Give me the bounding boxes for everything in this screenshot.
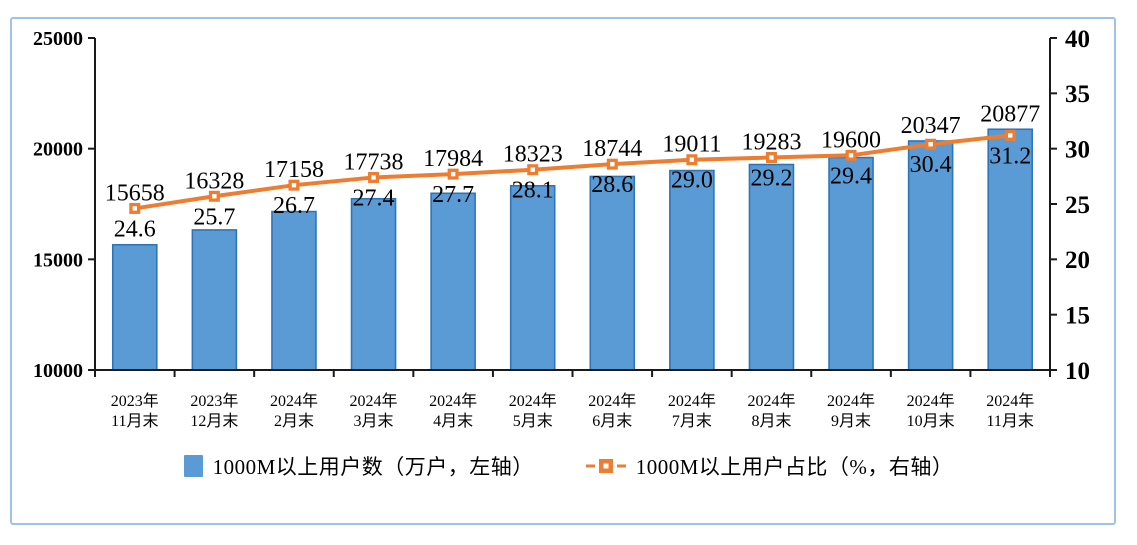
left-axis-tick-label: 20000 [33, 139, 83, 161]
left-axis-tick-label: 10000 [33, 360, 83, 382]
left-axis-ticks: 25000 20000 15000 10000 [33, 28, 95, 382]
line-series-legend-label: 1000M以上用户占比（%，右轴） [635, 455, 954, 479]
line-series-path [134, 133, 1011, 211]
line-value-label: 26.7 [273, 193, 315, 219]
bar-value-label: 20877 [980, 101, 1040, 127]
line-value-label: 29.2 [750, 166, 792, 192]
line-value-label: 28.1 [512, 178, 554, 204]
bar [589, 175, 636, 371]
x-axis-label-line1: 2024年 [986, 392, 1034, 410]
bar-value-label: 17158 [264, 157, 324, 183]
line-marker-center [291, 182, 297, 188]
left-axis-tick-label: 25000 [33, 28, 83, 50]
line-marker-center [769, 155, 774, 160]
line-series-group [129, 129, 1016, 214]
bar-value-label: 16328 [184, 168, 244, 194]
x-axis-label-line2: 11月末 [111, 412, 158, 430]
line-series-marker-icon [585, 459, 626, 473]
x-axis-label-line1: 2024年 [270, 392, 318, 410]
legend-item-bar-series: 1000M以上用户数（万户，左轴） [183, 451, 534, 481]
bar-series-legend-label: 1000M以上用户数（万户，左轴） [212, 455, 534, 479]
bar [509, 184, 556, 371]
right-axis-tick-label: 40 [1065, 26, 1090, 53]
x-axis-label-line1: 2024年 [509, 392, 557, 410]
line-marker-center [689, 157, 695, 162]
x-axis-label-line2: 11月末 [986, 412, 1033, 430]
bar-value-label: 15658 [105, 180, 165, 206]
line-marker-center [530, 167, 535, 172]
bar [191, 229, 238, 371]
x-axis-label-line1: 2024年 [747, 392, 795, 410]
bar [271, 210, 317, 371]
line-marker-center [371, 175, 376, 180]
x-axis-label-line2: 9月末 [831, 412, 871, 430]
x-axis-label-line1: 2023年 [111, 392, 159, 410]
bar-value-label: 20347 [901, 113, 961, 139]
line-value-label: 29.0 [671, 168, 713, 194]
x-axis-label-line2: 7月末 [672, 412, 712, 430]
bar [111, 243, 158, 371]
x-axis-labels: 2023年 11月末 2023年 12月末 2024年 2月末 2024年 3月末 2024年 4… [111, 392, 1034, 430]
right-axis-tick-label: 20 [1065, 247, 1090, 274]
line-value-label: 27.4 [353, 185, 395, 211]
x-axis-label-line2: 2月末 [274, 412, 314, 430]
bar [350, 197, 397, 371]
x-axis-label-line1: 2024年 [429, 392, 477, 410]
x-axis-label-line2: 12月末 [190, 412, 238, 430]
line-value-label: 31.2 [989, 143, 1031, 169]
bar-series-group [111, 128, 1034, 371]
x-axis-label-line1: 2024年 [588, 392, 636, 410]
bar [430, 192, 476, 371]
bar-value-label: 19283 [741, 130, 801, 156]
right-axis-ticks: 40 35 30 25 20 15 10 [1050, 26, 1090, 385]
line-value-label: 29.4 [830, 163, 872, 189]
right-axis-tick-label: 15 [1065, 302, 1090, 329]
axes-group [94, 38, 1051, 377]
line-marker-center [132, 206, 137, 211]
x-axis-label-line1: 2024年 [827, 392, 875, 410]
bar-series-swatch-icon [183, 455, 203, 477]
line-marker-center [610, 161, 615, 167]
chart-legend: 1000M以上用户数（万户，左轴） 1000M以上用户占比（%，右轴） [0, 451, 1137, 481]
bar [907, 140, 954, 371]
bar-value-label: 17984 [423, 146, 483, 172]
x-axis-label-line2: 6月末 [592, 412, 632, 430]
line-marker-center [450, 171, 456, 177]
x-axis-label-line2: 4月末 [433, 412, 473, 430]
x-axis-label-line1: 2024年 [907, 392, 955, 410]
legend-item-line-series: 1000M以上用户占比（%，右轴） [585, 451, 954, 481]
line-value-label: 25.7 [193, 204, 235, 230]
line-value-label: 24.6 [114, 216, 156, 242]
left-axis-tick-label: 15000 [33, 249, 83, 271]
right-axis-tick-label: 25 [1065, 192, 1090, 219]
bar [748, 163, 795, 371]
bar-value-label: 19011 [662, 132, 721, 158]
x-axis-label-line1: 2024年 [668, 392, 716, 410]
line-value-label: 27.7 [432, 182, 474, 208]
x-axis-label-line2: 8月末 [751, 412, 791, 430]
bar-value-label: 18323 [503, 142, 563, 168]
x-axis-label-line2: 3月末 [354, 412, 394, 430]
bar-value-label: 17738 [344, 149, 404, 175]
right-axis-tick-label: 30 [1065, 136, 1090, 163]
bar-value-label: 18744 [582, 136, 642, 162]
x-axis-label-line2: 10月末 [907, 412, 955, 430]
line-marker-center [848, 153, 854, 158]
bar [669, 169, 715, 371]
line-value-label: 28.6 [591, 172, 633, 198]
line-marker-center [1008, 133, 1013, 138]
x-axis-label-line2: 5月末 [513, 412, 553, 430]
bar-value-label: 19600 [821, 127, 881, 153]
line-marker-center [212, 194, 217, 199]
data-labels: 15658 24.6 16328 25.7 17158 26.7 17738 27.4 1798… [105, 101, 1040, 242]
line-marker-center [928, 142, 933, 147]
x-axis-label-line1: 2024年 [350, 392, 398, 410]
right-axis-tick-label: 35 [1065, 81, 1090, 108]
x-axis-label-line1: 2023年 [190, 392, 238, 410]
right-axis-tick-label: 10 [1065, 358, 1090, 385]
line-value-label: 30.4 [910, 152, 952, 178]
bar [828, 156, 874, 371]
